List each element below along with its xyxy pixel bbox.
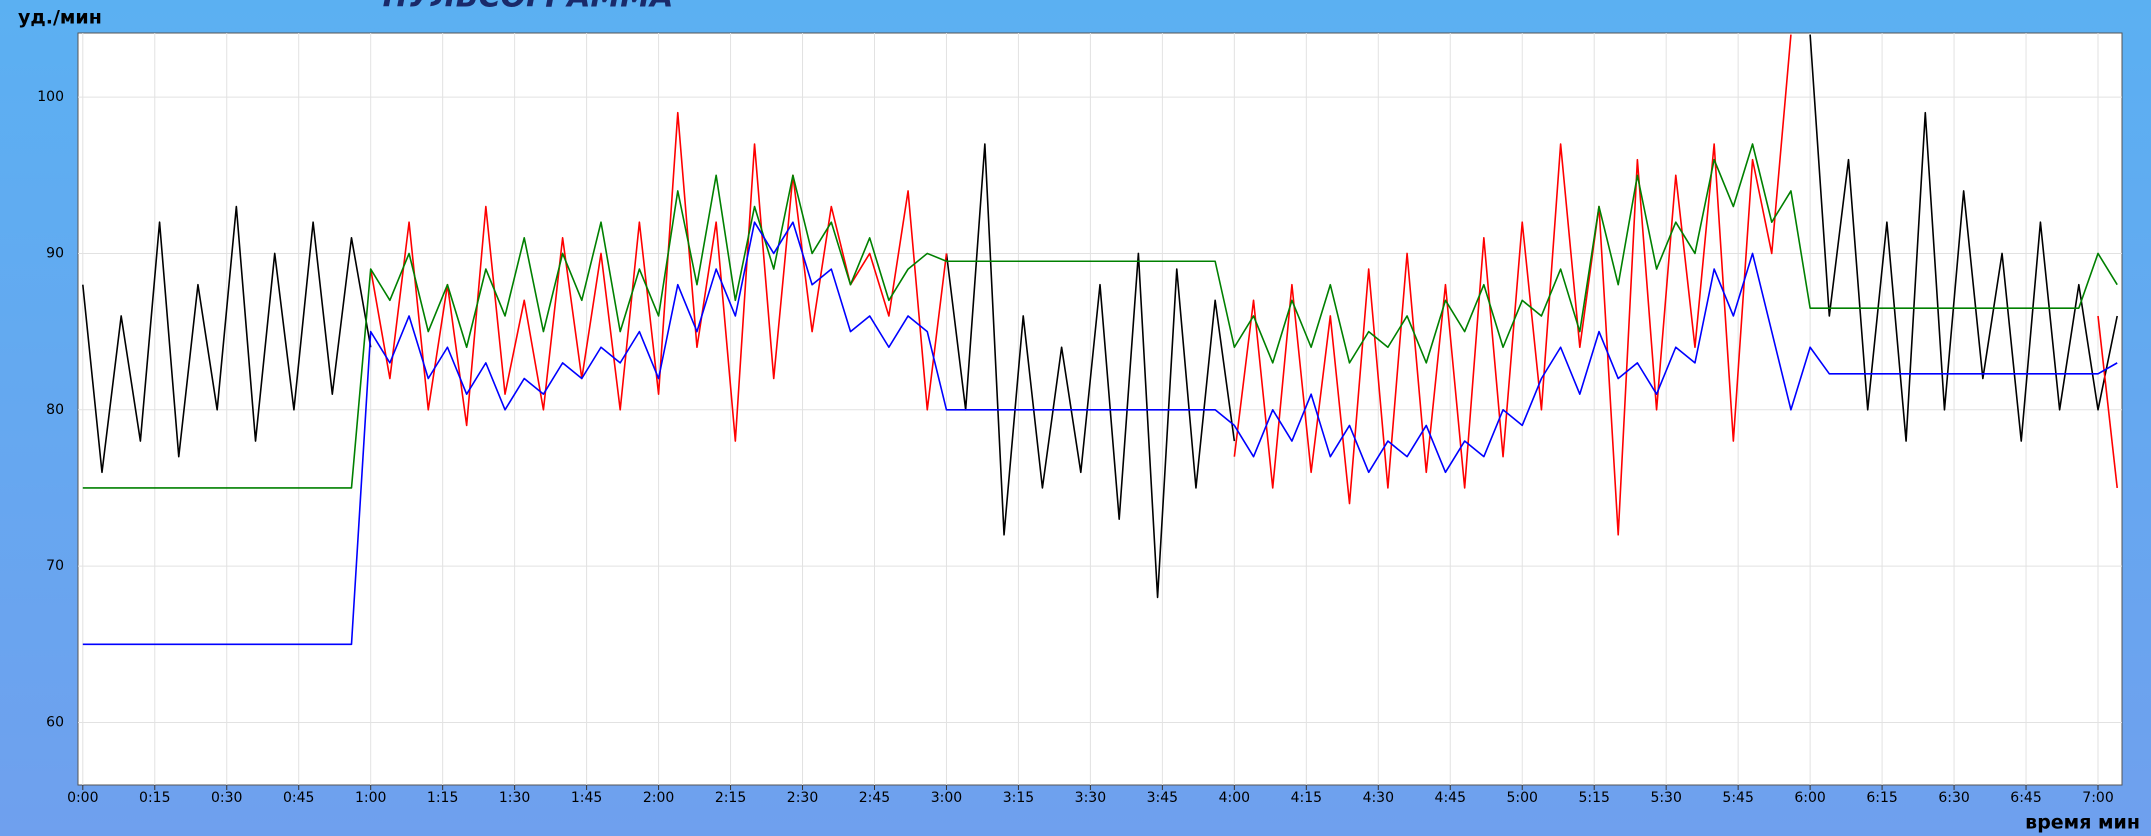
x-tick-label: 0:00 [67, 790, 98, 806]
series-line [2097, 315, 2118, 489]
tick-labels: 60 70 80 90 100 0:00 0:15 0:30 0:45 1:00 1:15 1:30 1… [37, 89, 2113, 806]
x-tick-label: 6:15 [1866, 790, 1897, 806]
series-line [82, 205, 372, 474]
series-line [945, 143, 1236, 599]
x-tick-label: 7:00 [2082, 790, 2113, 806]
chart-title: ПУЛЬСОГРАММА [383, 0, 674, 15]
x-tick-label: 1:30 [499, 790, 530, 806]
y-tick-label: 100 [37, 89, 64, 105]
series-line [82, 221, 2118, 646]
x-tick-label: 5:30 [1650, 790, 1681, 806]
x-tick-label: 4:00 [1219, 790, 1250, 806]
y-tick-label: 60 [46, 714, 64, 730]
x-tick-label: 3:45 [1147, 790, 1178, 806]
x-tick-label: 5:00 [1507, 790, 1538, 806]
lines [82, 34, 2118, 646]
y-axis-label: уд./мин [18, 7, 102, 29]
y-tick-label: 80 [46, 402, 64, 418]
x-tick-label: 3:00 [931, 790, 962, 806]
series-line [82, 143, 2118, 489]
x-tick-label: 2:45 [859, 790, 890, 806]
y-tick-label: 70 [46, 558, 64, 574]
x-tick-label: 3:15 [1003, 790, 1034, 806]
series-line [1233, 34, 1792, 536]
x-tick-label: 4:15 [1291, 790, 1322, 806]
x-tick-label: 6:45 [2010, 790, 2041, 806]
x-tick-label: 1:45 [571, 790, 602, 806]
x-tick-label: 0:15 [139, 790, 170, 806]
x-tick-label: 0:30 [211, 790, 242, 806]
y-tick-label: 90 [46, 245, 64, 261]
x-tick-label: 6:30 [1938, 790, 1969, 806]
x-tick-label: 4:45 [1435, 790, 1466, 806]
x-tick-label: 5:45 [1722, 790, 1753, 806]
series-line [1809, 34, 2118, 442]
x-tick-label: 1:00 [355, 790, 386, 806]
x-axis-label: время мин [2025, 812, 2140, 834]
x-tick-label: 4:30 [1363, 790, 1394, 806]
x-tick-label: 2:00 [643, 790, 674, 806]
x-tick-label: 0:45 [283, 790, 314, 806]
x-tick-label: 5:15 [1578, 790, 1609, 806]
x-tick-label: 1:15 [427, 790, 458, 806]
x-tick-label: 2:30 [787, 790, 818, 806]
x-tick-label: 3:30 [1075, 790, 1106, 806]
x-tick-label: 6:00 [1794, 790, 1825, 806]
x-tick-label: 2:15 [715, 790, 746, 806]
